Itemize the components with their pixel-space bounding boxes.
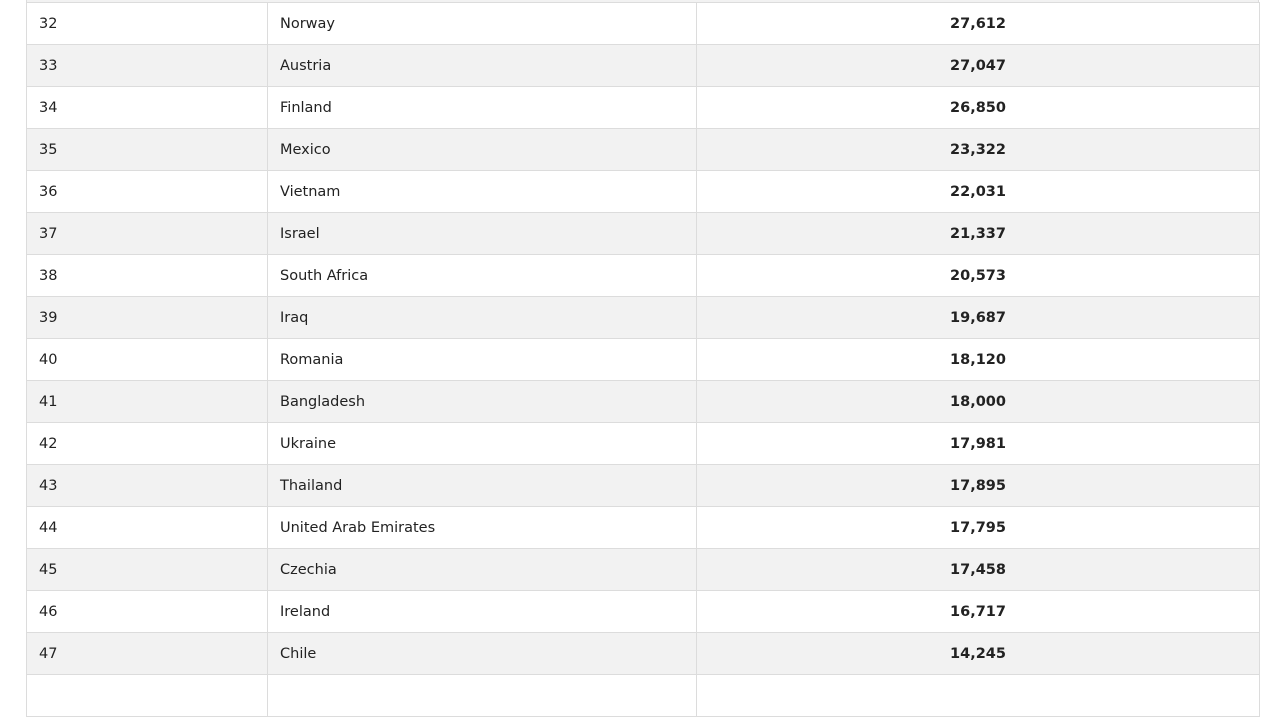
table-row: 39 Iraq 19,687 — [26, 296, 1260, 339]
table-row: 38 South Africa 20,573 — [26, 254, 1260, 297]
country-cell: Czechia — [267, 548, 697, 591]
table-row: 35 Mexico 23,322 — [26, 128, 1260, 171]
table-row: 40 Romania 18,120 — [26, 338, 1260, 381]
value-cell: 20,573 — [696, 254, 1260, 297]
rank-cell: 42 — [26, 422, 268, 465]
table-row: 42 Ukraine 17,981 — [26, 422, 1260, 465]
table-row: 47 Chile 14,245 — [26, 632, 1260, 675]
value-cell: 27,612 — [696, 2, 1260, 45]
rank-cell: 38 — [26, 254, 268, 297]
table-row: 34 Finland 26,850 — [26, 86, 1260, 129]
value-cell: 21,337 — [696, 212, 1260, 255]
value-cell: 23,322 — [696, 128, 1260, 171]
value-cell: 27,047 — [696, 44, 1260, 87]
rank-cell: 39 — [26, 296, 268, 339]
value-cell: 16,717 — [696, 590, 1260, 633]
rank-cell: 33 — [26, 44, 268, 87]
value-cell: 17,458 — [696, 548, 1260, 591]
rank-cell: 36 — [26, 170, 268, 213]
country-cell: South Africa — [267, 254, 697, 297]
rank-cell: 45 — [26, 548, 268, 591]
rank-cell: 35 — [26, 128, 268, 171]
ranking-table: 32 Norway 27,612 33 Austria 27,047 34 Finland 26… — [26, 2, 1260, 717]
rank-cell: 34 — [26, 86, 268, 129]
value-cell: 18,120 — [696, 338, 1260, 381]
table-row: 32 Norway 27,612 — [26, 2, 1260, 45]
country-cell: Norway — [267, 2, 697, 45]
rank-cell: 40 — [26, 338, 268, 381]
rank-cell: 47 — [26, 632, 268, 675]
country-cell: Ukraine — [267, 422, 697, 465]
table-row: 33 Austria 27,047 — [26, 44, 1260, 87]
country-cell: Finland — [267, 86, 697, 129]
table-row: 44 United Arab Emirates 17,795 — [26, 506, 1260, 549]
rank-cell: 41 — [26, 380, 268, 423]
table-row: 37 Israel 21,337 — [26, 212, 1260, 255]
table-row: 43 Thailand 17,895 — [26, 464, 1260, 507]
country-cell: Chile — [267, 632, 697, 675]
country-cell: Austria — [267, 44, 697, 87]
value-cell: 14,245 — [696, 632, 1260, 675]
rank-cell: 37 — [26, 212, 268, 255]
country-cell: Mexico — [267, 128, 697, 171]
rank-cell: 43 — [26, 464, 268, 507]
country-cell: United Arab Emirates — [267, 506, 697, 549]
country-cell: Romania — [267, 338, 697, 381]
country-cell: Bangladesh — [267, 380, 697, 423]
previous-row-sliver — [26, 0, 1259, 2]
rank-cell: 44 — [26, 506, 268, 549]
table-row: 36 Vietnam 22,031 — [26, 170, 1260, 213]
value-cell: 17,895 — [696, 464, 1260, 507]
country-cell: Iraq — [267, 296, 697, 339]
country-cell: Ireland — [267, 590, 697, 633]
table-row: 45 Czechia 17,458 — [26, 548, 1260, 591]
table-row: 41 Bangladesh 18,000 — [26, 380, 1260, 423]
ranking-table-container: 32 Norway 27,612 33 Austria 27,047 34 Finland 26… — [26, 2, 1260, 717]
value-cell: 17,981 — [696, 422, 1260, 465]
country-cell: Thailand — [267, 464, 697, 507]
value-cell: 18,000 — [696, 380, 1260, 423]
value-cell: 17,795 — [696, 506, 1260, 549]
country-cell: Vietnam — [267, 170, 697, 213]
country-cell: Israel — [267, 212, 697, 255]
value-cell: 26,850 — [696, 86, 1260, 129]
value-cell: 19,687 — [696, 296, 1260, 339]
table-row: 46 Ireland 16,717 — [26, 590, 1260, 633]
value-cell: 22,031 — [696, 170, 1260, 213]
rank-cell: 46 — [26, 590, 268, 633]
rank-cell: 32 — [26, 2, 268, 45]
